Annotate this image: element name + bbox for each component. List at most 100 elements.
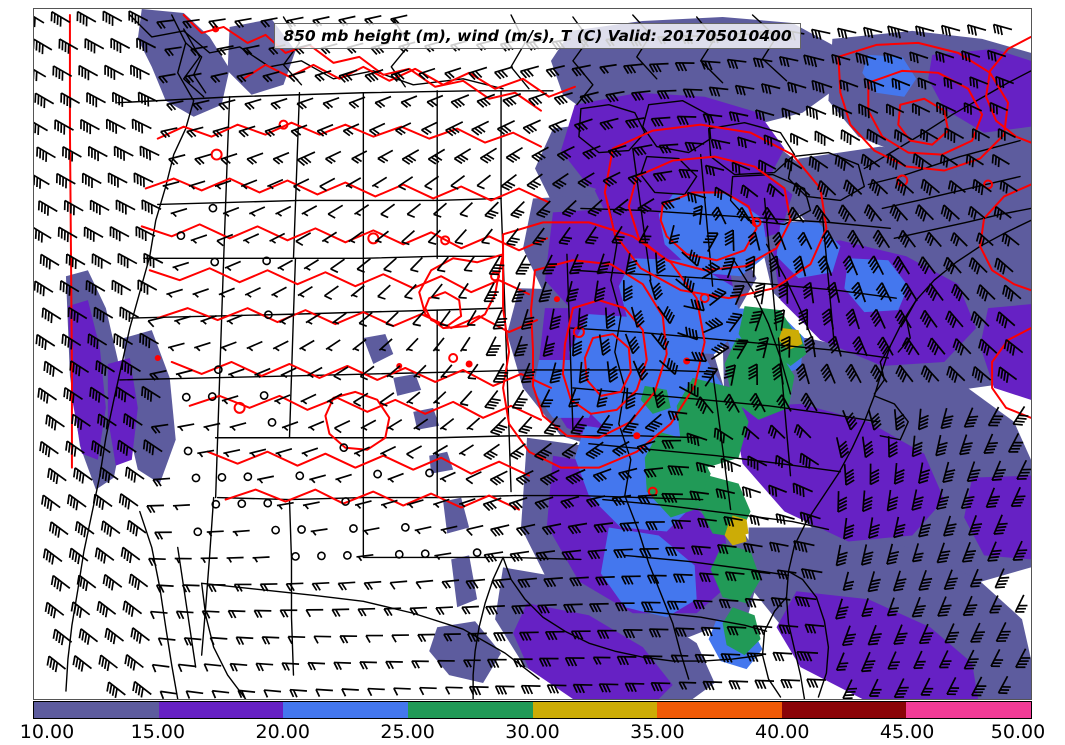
wind-barb bbox=[287, 635, 307, 646]
wind-barb bbox=[193, 341, 213, 353]
wind-barb bbox=[361, 527, 382, 537]
wind-barb bbox=[165, 288, 185, 300]
map-plot-area[interactable]: 850 mb height (m), wind (m/s), T (C) Val… bbox=[33, 8, 1032, 700]
wind-barb bbox=[87, 253, 112, 273]
wind-barb bbox=[135, 145, 161, 164]
wind-barb bbox=[280, 367, 299, 381]
wind-barb bbox=[753, 679, 775, 690]
wind-barb bbox=[322, 96, 343, 111]
colorbar-band-15-20[interactable] bbox=[158, 702, 284, 718]
wind-barb bbox=[401, 149, 424, 168]
wind-barb bbox=[175, 369, 195, 380]
wind-barb bbox=[303, 258, 322, 274]
wind-barb bbox=[418, 686, 438, 697]
wind-barb bbox=[522, 119, 545, 137]
wind-barb bbox=[377, 149, 397, 166]
wind-barb bbox=[220, 152, 241, 167]
wind-barb bbox=[365, 634, 384, 644]
wind-barb bbox=[126, 64, 151, 84]
wind-barb bbox=[333, 419, 354, 436]
wind-barb bbox=[193, 527, 203, 537]
wind-barb bbox=[150, 663, 171, 675]
wind-barb bbox=[79, 226, 104, 246]
colorbar-band-25-30[interactable] bbox=[407, 702, 533, 718]
wind-barb bbox=[363, 580, 383, 591]
wind-barb bbox=[340, 688, 360, 698]
wind-barb bbox=[427, 148, 450, 167]
wind-barb bbox=[34, 387, 58, 408]
wind-barb bbox=[297, 285, 316, 301]
wind-barb bbox=[94, 654, 119, 676]
wind-barb bbox=[432, 336, 449, 355]
wind-barb bbox=[717, 457, 742, 476]
wind-barb bbox=[228, 422, 249, 433]
wind-barb bbox=[281, 421, 301, 433]
wind-barb bbox=[323, 285, 344, 303]
colorbar[interactable] bbox=[33, 701, 1032, 719]
colorbar-band-35-40[interactable] bbox=[657, 702, 782, 718]
wind-barb bbox=[468, 685, 490, 697]
wind-barb bbox=[37, 307, 62, 328]
wind-barb bbox=[34, 280, 54, 301]
wind-barb bbox=[509, 200, 531, 222]
wind-barb bbox=[154, 531, 173, 541]
wind-barb bbox=[308, 474, 328, 485]
wind-barb bbox=[439, 310, 457, 330]
wind-barb bbox=[298, 339, 318, 354]
wind-barb bbox=[276, 501, 296, 511]
wind-barb bbox=[389, 580, 409, 591]
wind-barb bbox=[280, 662, 300, 672]
wind-barb bbox=[313, 635, 332, 645]
wind-barb bbox=[184, 690, 205, 699]
wind-barb bbox=[432, 202, 452, 221]
wind-barb bbox=[100, 64, 125, 84]
wind-barb bbox=[276, 259, 296, 274]
wind-barb bbox=[374, 95, 395, 111]
map-title-text: 850 mb height (m), wind (m/s), T (C) Val… bbox=[283, 27, 792, 45]
wind-barb bbox=[747, 514, 770, 529]
wind-barb bbox=[786, 132, 809, 150]
wind-barb bbox=[176, 663, 197, 675]
wind-barb bbox=[386, 418, 405, 434]
colorbar-band-45-50[interactable] bbox=[906, 702, 1031, 718]
wind-barb bbox=[727, 680, 749, 691]
colorbar-container[interactable]: 10.00 15.00 20.00 25.00 30.00 35.00 40.00 45.00… bbox=[20, 701, 1045, 743]
wind-barb bbox=[225, 556, 245, 564]
colorbar-band-30-35[interactable] bbox=[532, 702, 658, 718]
wind-barb bbox=[120, 653, 145, 676]
wind-barb bbox=[316, 551, 327, 561]
wind-barb bbox=[34, 38, 53, 59]
wind-barb bbox=[246, 152, 267, 167]
colorbar-band-10-15[interactable] bbox=[34, 702, 159, 718]
colorbar-tick-10-00: 10.00 bbox=[19, 721, 75, 743]
wind-barb bbox=[172, 504, 191, 512]
wind-barb bbox=[492, 362, 512, 387]
wind-barb bbox=[207, 202, 219, 214]
wind-barb bbox=[43, 467, 68, 489]
wind-barb bbox=[171, 261, 191, 273]
wind-barb bbox=[118, 600, 143, 622]
wind-barb bbox=[34, 11, 45, 32]
wind-barb bbox=[517, 416, 539, 438]
colorbar-band-40-45[interactable] bbox=[781, 702, 907, 718]
wind-barb bbox=[42, 655, 67, 677]
wind-barb bbox=[34, 146, 57, 166]
wind-barb bbox=[350, 150, 371, 166]
wind-barb bbox=[242, 471, 253, 482]
wind-barb bbox=[76, 118, 101, 138]
wind-barb bbox=[439, 417, 458, 434]
wind-barb bbox=[67, 601, 91, 623]
wind-barb bbox=[485, 335, 505, 360]
wind-barb bbox=[372, 468, 383, 480]
wind-barb bbox=[331, 608, 351, 618]
wind-barb bbox=[305, 312, 324, 328]
wind-barb bbox=[465, 524, 486, 538]
wind-barb bbox=[270, 97, 291, 112]
wind-barb bbox=[279, 609, 299, 619]
wind-barb bbox=[366, 687, 386, 698]
wind-barb bbox=[296, 151, 320, 168]
colorbar-band-20-25[interactable] bbox=[283, 702, 408, 718]
wind-barb bbox=[340, 496, 351, 507]
wind-barb bbox=[139, 252, 164, 272]
wind-barb bbox=[458, 444, 477, 459]
